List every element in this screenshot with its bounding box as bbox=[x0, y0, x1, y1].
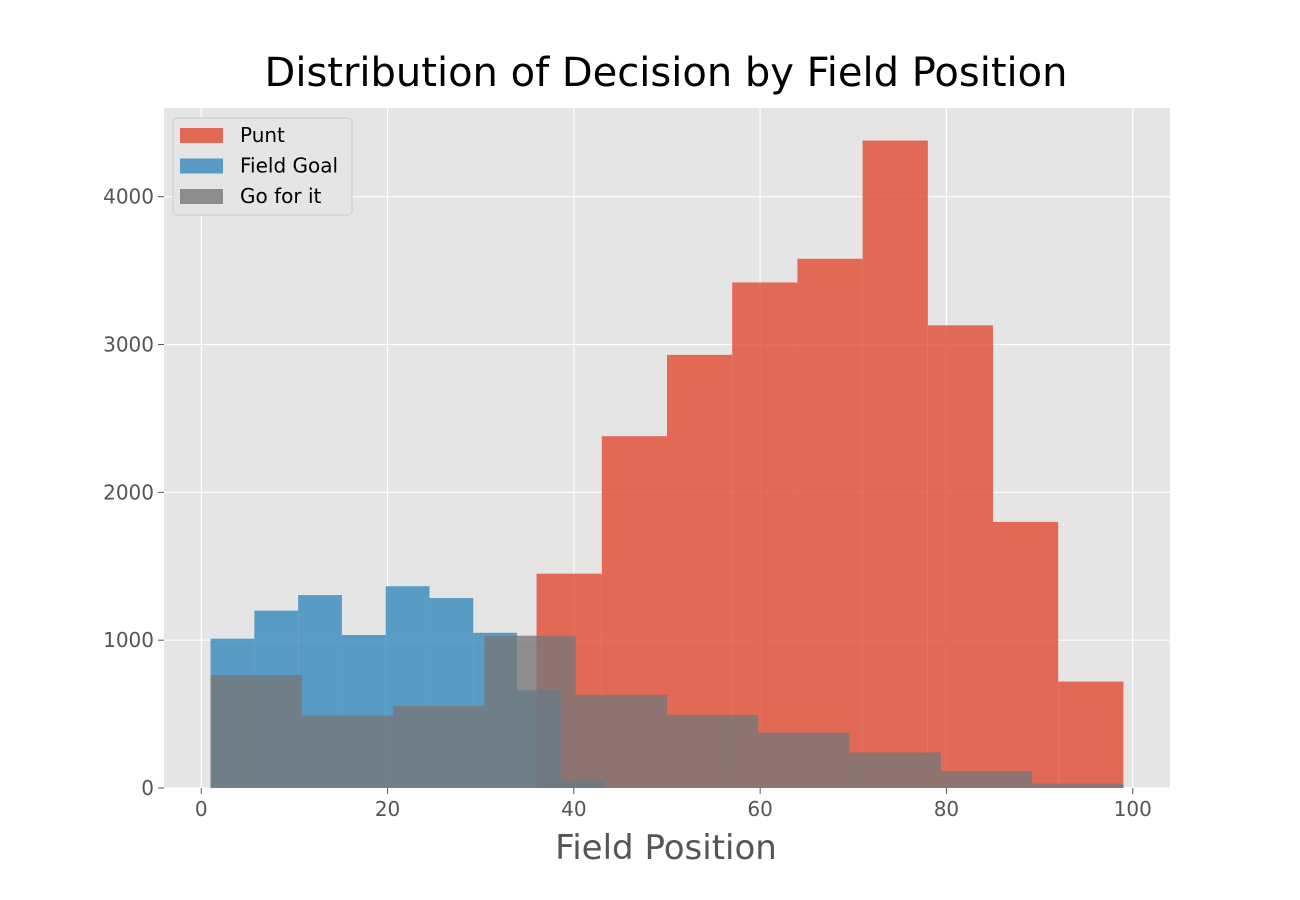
series-go-for-it bbox=[210, 635, 1124, 788]
legend-swatch bbox=[180, 158, 223, 174]
legend-label: Punt bbox=[240, 123, 285, 147]
legend-label: Go for it bbox=[240, 184, 322, 208]
histogram-bar bbox=[484, 635, 576, 788]
x-tick-label: 20 bbox=[375, 797, 400, 821]
x-tick-label: 40 bbox=[561, 797, 586, 821]
x-tick-label: 0 bbox=[195, 797, 208, 821]
histogram-bar bbox=[732, 282, 798, 788]
x-axis-ticks: 0 20 40 60 80 100 bbox=[195, 788, 1152, 821]
legend-label: Field Goal bbox=[240, 154, 338, 178]
legend-item: Field Goal bbox=[180, 154, 338, 178]
y-axis-ticks: 0 1000 2000 3000 4000 bbox=[103, 185, 164, 800]
y-tick-label: 0 bbox=[141, 776, 154, 800]
histogram-bar bbox=[940, 771, 1033, 788]
histogram-bar bbox=[993, 521, 1059, 788]
y-tick-label: 1000 bbox=[103, 628, 154, 652]
x-tick-label: 100 bbox=[1114, 797, 1152, 821]
x-tick-label: 80 bbox=[934, 797, 959, 821]
histogram-bar bbox=[758, 732, 850, 788]
legend-swatch bbox=[180, 128, 223, 143]
histogram-bar bbox=[210, 674, 302, 788]
x-axis-label: Field Position bbox=[555, 828, 777, 868]
histogram-bar bbox=[862, 140, 928, 789]
histogram-bar bbox=[1032, 783, 1124, 788]
histogram-bar bbox=[393, 705, 485, 788]
histogram-bar bbox=[797, 258, 863, 789]
histogram-bar bbox=[849, 752, 941, 788]
y-tick-label: 3000 bbox=[103, 333, 154, 357]
y-tick-label: 4000 bbox=[103, 185, 154, 209]
histogram-bar bbox=[575, 694, 667, 788]
histogram-bar bbox=[1058, 681, 1124, 788]
histogram-bars bbox=[210, 140, 1124, 789]
histogram-bar bbox=[301, 715, 394, 788]
legend: Punt Field Goal Go for it bbox=[172, 117, 353, 216]
x-tick-label: 60 bbox=[747, 797, 772, 821]
histogram-bar bbox=[927, 325, 994, 788]
chart-title: Distribution of Decision by Field Positi… bbox=[265, 50, 1068, 96]
legend-swatch bbox=[180, 189, 223, 204]
legend-item: Go for it bbox=[180, 184, 322, 208]
legend-item: Punt bbox=[180, 123, 285, 147]
y-tick-label: 2000 bbox=[103, 480, 154, 504]
histogram-bar bbox=[667, 714, 759, 788]
